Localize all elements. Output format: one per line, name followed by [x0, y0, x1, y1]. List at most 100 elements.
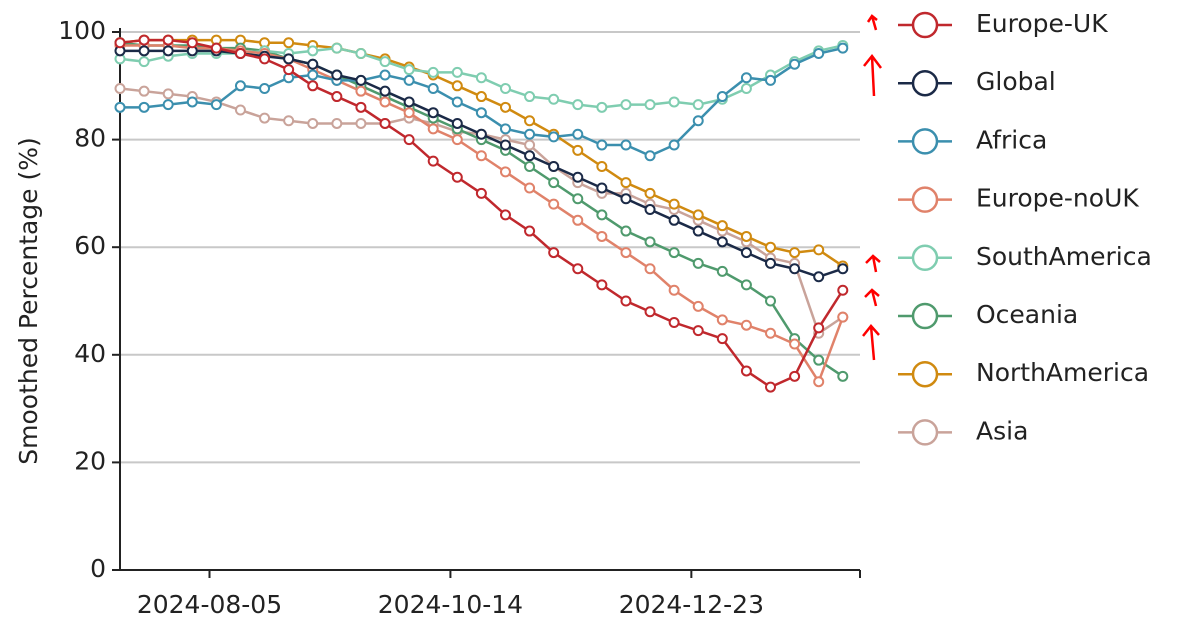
data-point [789, 263, 801, 275]
data-point [475, 187, 487, 199]
data-point [740, 230, 752, 242]
data-point [307, 80, 319, 92]
data-point [572, 171, 584, 183]
data-point [692, 115, 704, 127]
data-point [307, 69, 319, 81]
legend-marker [911, 11, 939, 39]
data-point [813, 244, 825, 256]
y-tick-label: 80 [74, 124, 106, 153]
series [114, 42, 849, 162]
data-point [475, 107, 487, 119]
x-tick-label: 2024-10-14 [378, 590, 523, 619]
data-point [740, 319, 752, 331]
data-point [451, 134, 463, 146]
data-point [668, 96, 680, 108]
data-point [403, 107, 415, 119]
data-point [596, 101, 608, 113]
data-point [138, 34, 150, 46]
data-point [740, 279, 752, 291]
data-point [692, 209, 704, 221]
series [114, 82, 849, 339]
data-point [668, 247, 680, 259]
data-point [451, 80, 463, 92]
legend-marker [911, 69, 939, 97]
data-point [692, 300, 704, 312]
data-point [499, 209, 511, 221]
data-point [813, 322, 825, 334]
data-point [355, 85, 367, 97]
data-point [644, 150, 656, 162]
data-point [138, 101, 150, 113]
data-point [572, 214, 584, 226]
data-point [716, 265, 728, 277]
data-point [740, 82, 752, 94]
data-point [283, 64, 295, 76]
data-point [765, 295, 777, 307]
data-point [644, 306, 656, 318]
data-point [596, 209, 608, 221]
series [114, 37, 849, 382]
data-point [475, 72, 487, 84]
data-point [524, 225, 536, 237]
data-point [138, 56, 150, 68]
x-tick-label: 2024-12-23 [619, 590, 764, 619]
data-point [789, 58, 801, 70]
data-point [789, 338, 801, 350]
data-point [548, 161, 560, 172]
data-point [283, 115, 295, 127]
data-point [716, 236, 728, 248]
data-point [524, 128, 536, 140]
y-tick-label: 40 [74, 339, 106, 368]
data-point [548, 247, 560, 259]
data-point [813, 48, 825, 60]
data-point [765, 241, 777, 253]
data-point [837, 263, 849, 275]
data-point [813, 271, 825, 283]
data-point [403, 134, 415, 146]
data-point [524, 115, 536, 127]
data-point [692, 225, 704, 237]
legend-marker [911, 186, 939, 213]
y-axis-label: Smoothed Percentage (%) [14, 137, 43, 465]
data-point [668, 198, 680, 210]
data-point [307, 45, 319, 57]
data-point [644, 263, 656, 275]
data-point [234, 80, 246, 92]
legend-label: Europe-noUK [976, 184, 1139, 213]
data-point [186, 96, 198, 108]
data-point [162, 45, 174, 57]
data-point [524, 139, 536, 151]
y-tick-label: 0 [90, 554, 106, 583]
data-point [114, 37, 126, 49]
y-tick-label: 60 [74, 231, 106, 260]
data-point [162, 34, 174, 46]
legend-label: Oceania [976, 300, 1078, 329]
data-point [524, 91, 536, 103]
data-point [596, 182, 608, 194]
y-tick-label: 100 [58, 16, 106, 45]
data-point [524, 150, 536, 162]
legend-marker [911, 302, 939, 330]
data-point [740, 72, 752, 84]
legend-marker [911, 244, 939, 272]
data-point [740, 365, 752, 377]
data-point [379, 56, 391, 68]
data-point [162, 99, 174, 111]
data-point [138, 85, 150, 97]
data-point [668, 214, 680, 226]
data-point [644, 99, 656, 111]
data-point [620, 247, 632, 259]
data-point [716, 314, 728, 326]
data-point [427, 107, 439, 119]
data-point [789, 247, 801, 259]
data-point [548, 198, 560, 210]
data-point [427, 82, 439, 94]
data-point [644, 204, 656, 216]
data-point [499, 101, 511, 113]
data-point [837, 370, 849, 382]
data-point [813, 376, 825, 388]
data-point [716, 333, 728, 345]
data-point [283, 37, 295, 49]
data-point [475, 128, 487, 140]
data-point [765, 74, 777, 86]
